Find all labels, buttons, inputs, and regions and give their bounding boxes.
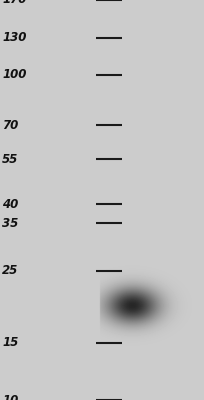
Text: 170: 170 — [2, 0, 26, 6]
Text: 25: 25 — [2, 264, 18, 277]
Text: 40: 40 — [2, 198, 18, 211]
Text: 35: 35 — [2, 217, 18, 230]
Text: 100: 100 — [2, 68, 26, 82]
Text: 70: 70 — [2, 119, 18, 132]
Text: 130: 130 — [2, 31, 26, 44]
Text: 15: 15 — [2, 336, 18, 349]
Text: 10: 10 — [2, 394, 18, 400]
Text: 55: 55 — [2, 153, 18, 166]
